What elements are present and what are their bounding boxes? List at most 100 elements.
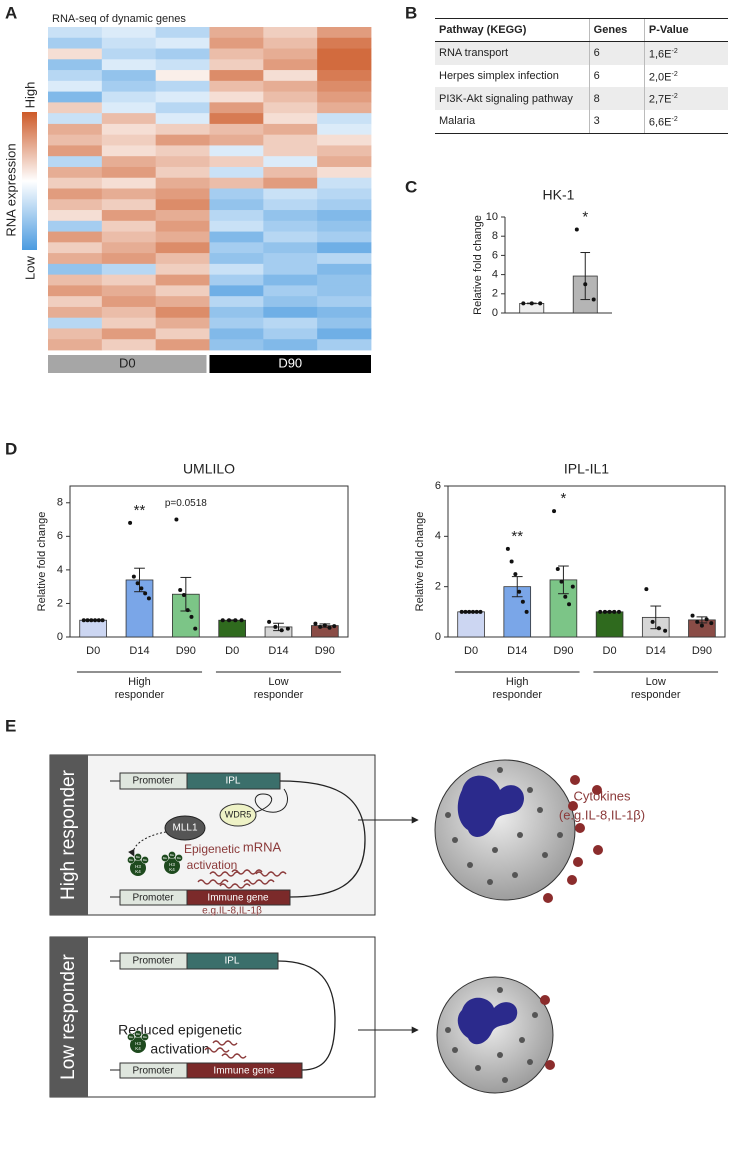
heatmap-cell <box>209 145 264 157</box>
chromatin-loop <box>279 780 366 898</box>
y-tick-label: 10 <box>486 211 498 223</box>
heatmap-cell <box>317 156 372 168</box>
significance: * <box>582 208 588 225</box>
heatmap-cell <box>48 123 103 136</box>
heatmap-cell <box>209 263 264 276</box>
group-label: High responder <box>492 676 542 701</box>
group-label: High responder <box>114 676 165 701</box>
heatmap-cell <box>155 177 210 189</box>
data-point <box>146 596 151 601</box>
heatmap-cell <box>101 177 157 189</box>
table-row: Herpes simplex infection 6 2,0E-2 <box>435 64 728 88</box>
data-point <box>267 619 272 624</box>
data-point <box>663 628 668 633</box>
heatmap-cell <box>48 242 103 254</box>
immune-gene-label: Immune gene <box>207 893 269 904</box>
heatmap-cell <box>317 253 372 265</box>
heatmap-cell <box>101 317 157 329</box>
heatmap-cell <box>155 166 210 179</box>
data-point <box>313 621 318 626</box>
immune-gene-box <box>186 889 291 906</box>
heatmap-cell <box>263 242 318 254</box>
heatmap-cell <box>155 253 210 265</box>
heatmap-cell <box>155 285 210 297</box>
data-point <box>478 609 483 614</box>
heatmap-cell <box>48 37 103 49</box>
heatmap-cell <box>101 134 157 146</box>
heatmap-cell <box>48 113 103 125</box>
pathway-table: Pathway (KEGG) Genes P-Value RNA transport 6… <box>435 18 728 134</box>
table-header: P-Value <box>643 18 728 42</box>
heatmap-cell <box>317 177 372 189</box>
low-strip <box>50 937 88 1097</box>
heatmap-cell <box>155 113 210 125</box>
data-point <box>690 613 695 618</box>
colorbar <box>22 112 37 250</box>
cytokines <box>540 995 555 1070</box>
heatmap-cell <box>155 242 210 254</box>
data-point <box>602 609 607 614</box>
heatmap-cell <box>263 80 318 92</box>
granules <box>445 767 563 885</box>
p-value-base: 1,6E <box>648 48 672 61</box>
heatmap-cell <box>263 317 318 329</box>
data-point <box>185 608 190 613</box>
activation-label: Epigenetic <box>184 842 240 856</box>
heatmap-cell <box>263 166 318 179</box>
ipl-label: IPL <box>224 956 239 967</box>
rna-loop <box>254 788 288 813</box>
heatmap-cell <box>317 274 372 286</box>
heatmap-cell <box>155 263 210 276</box>
heatmap-title: RNA-seq of dynamic genes <box>52 13 186 25</box>
heatmap-cell <box>317 113 372 125</box>
heatmap-cell <box>101 253 157 265</box>
heatmap-cell <box>317 48 372 60</box>
heatmap-cell <box>48 220 103 232</box>
panel-label: A <box>5 3 17 22</box>
heatmap-cell <box>263 37 318 49</box>
data-point <box>559 579 564 584</box>
heatmap-cell <box>101 274 157 286</box>
cytokine-label: Cytokines <box>573 788 631 803</box>
heatmap-cell <box>101 263 157 276</box>
heatmap-cell <box>263 70 318 82</box>
data-point <box>459 609 464 614</box>
mll1 <box>164 815 206 841</box>
data-point <box>85 618 90 623</box>
significance: ** <box>134 502 146 519</box>
data-point <box>285 626 290 631</box>
heatmap-cell <box>263 328 318 340</box>
table-cell: RNA transport <box>439 47 509 60</box>
table-cell: Malaria <box>435 109 590 134</box>
heatmap-cell <box>209 188 264 200</box>
heatmap-cell <box>263 156 318 168</box>
heatmap-cell <box>101 145 157 157</box>
table-header-row: Pathway (KEGG) Genes P-Value <box>435 18 728 42</box>
heatmap-cell <box>155 80 210 92</box>
mrna <box>219 883 251 889</box>
bar <box>218 619 247 638</box>
plot-frame <box>69 485 349 638</box>
group-bar <box>48 355 207 373</box>
heatmap-cell <box>101 27 157 39</box>
heatmap-cell <box>48 48 103 60</box>
data-point <box>143 591 148 596</box>
heatmap-cell <box>48 91 103 103</box>
heatmap-cell <box>263 177 318 189</box>
heatmap-cell <box>48 27 103 39</box>
panel-label: C <box>405 177 417 196</box>
mrna <box>231 869 263 875</box>
cell <box>434 759 576 901</box>
heatmap-cell <box>101 210 157 222</box>
table-cell: 2,7E-2 <box>643 87 728 110</box>
x-tick-label: D90 <box>176 645 196 657</box>
table-cell: 1,6E-2 <box>643 41 728 65</box>
methyl-label: Me <box>136 855 140 859</box>
ipl-label: IPL <box>225 776 240 787</box>
mrna <box>243 879 275 885</box>
y-tick-label: 0 <box>57 631 63 643</box>
heatmap-cell <box>209 231 264 243</box>
bar <box>125 579 154 638</box>
dotted-arrow <box>128 831 167 857</box>
heatmap-cell <box>155 220 210 232</box>
